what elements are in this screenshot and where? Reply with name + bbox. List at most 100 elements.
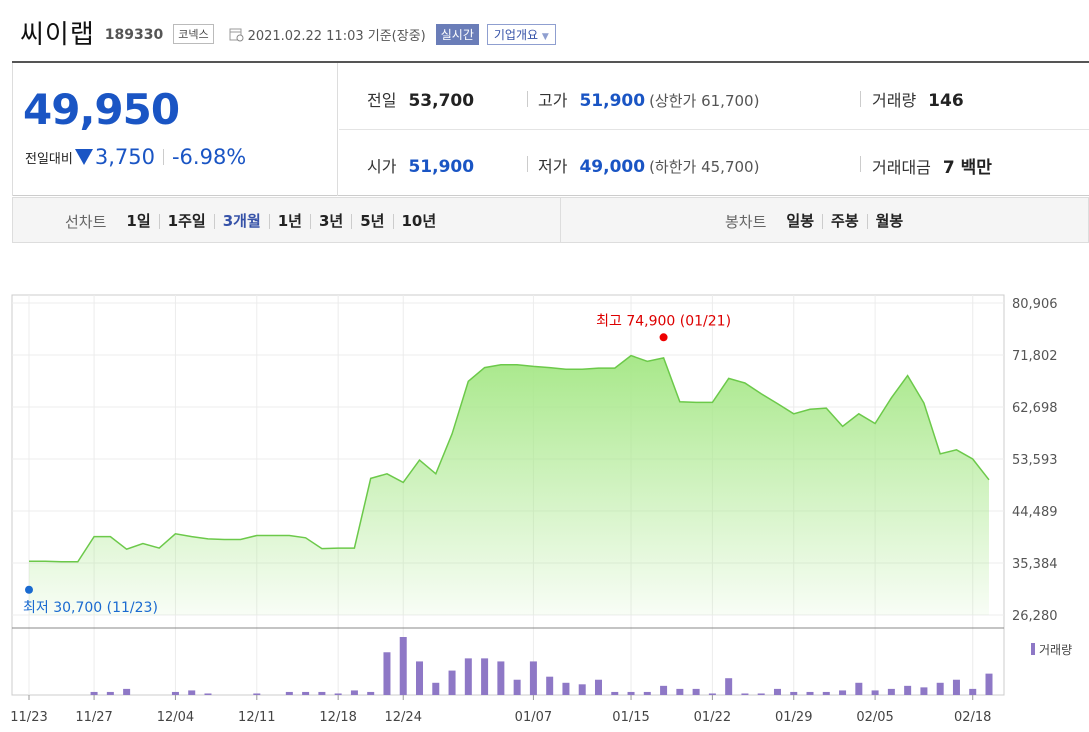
plot-frame <box>11 294 1005 696</box>
volume-bar <box>432 682 440 695</box>
tab-1day[interactable]: 1일 <box>126 212 151 230</box>
volume-bar <box>676 688 684 695</box>
price-area <box>29 355 989 615</box>
tab-1week[interactable]: 1주일 <box>158 214 214 229</box>
tab-5year[interactable]: 5년 <box>351 214 392 229</box>
chart-period-tabs: 선차트 1일 1주일 3개월 1년 3년 5년 10년 봉차트 일봉 주봉 월봉 <box>12 197 1089 243</box>
calendar-icon <box>229 28 244 42</box>
volume-bar <box>285 691 293 695</box>
x-tick-label: 11/27 <box>75 710 112 725</box>
stock-name: 씨이랩 <box>20 19 95 50</box>
y-tick-label: 62,698 <box>1012 401 1058 416</box>
volume-bar <box>90 691 98 695</box>
high-price: 고가 51,900 (상한가 61,700) <box>538 91 760 111</box>
volume-bar <box>123 688 131 695</box>
y-tick-label: 80,906 <box>1012 297 1058 312</box>
stock-code: 189330 <box>104 27 164 43</box>
volume-bar <box>773 688 781 695</box>
y-tick-label: 35,384 <box>1012 557 1058 572</box>
volume-bar <box>302 691 310 695</box>
volume-bar <box>757 693 765 695</box>
high-marker <box>659 333 668 342</box>
volume-bar <box>806 691 814 695</box>
tab-3month[interactable]: 3개월 <box>213 214 269 229</box>
x-tick-label: 02/18 <box>954 710 991 725</box>
quote-time: 2021.02.22 11:03 기준(장중) <box>247 28 426 44</box>
x-tick-label: 01/29 <box>775 710 812 725</box>
tab-monthly[interactable]: 월봉 <box>866 214 912 229</box>
current-price: 49,950 <box>23 85 180 134</box>
tab-daily[interactable]: 일봉 <box>786 212 815 230</box>
volume-bar <box>464 658 472 695</box>
volume-bar <box>578 684 586 695</box>
volume-bar <box>887 688 895 695</box>
change-percent: -6.98% <box>171 145 247 169</box>
x-tick-label: 01/22 <box>694 710 731 725</box>
volume-bar <box>399 637 407 695</box>
volume-bar <box>594 679 602 695</box>
y-tick-label: 26,280 <box>1012 609 1058 624</box>
price-change: 전일대비 3,750 -6.98% <box>25 145 246 169</box>
volume-bar <box>448 670 456 695</box>
volume-bar <box>416 661 424 695</box>
chevron-down-icon: ▼ <box>541 31 549 42</box>
tab-1year[interactable]: 1년 <box>268 214 310 229</box>
volume-bar <box>643 691 651 695</box>
stock-header: 씨이랩 189330 코넥스 2021.02.22 11:03 기준(장중) 실… <box>20 12 556 52</box>
x-tick-label: 11/23 <box>10 710 47 725</box>
volume-bar <box>936 682 944 695</box>
volume-bar <box>855 682 863 695</box>
volume-bar <box>692 688 700 695</box>
volume-bar <box>839 690 847 695</box>
x-tick-label: 12/24 <box>385 710 422 725</box>
volume-bar <box>171 691 179 695</box>
volume-bar <box>904 685 912 695</box>
volume-bar <box>790 691 798 695</box>
tab-3year[interactable]: 3년 <box>310 214 351 229</box>
volume-bar <box>741 693 749 695</box>
low-marker <box>25 585 33 594</box>
realtime-badge[interactable]: 실시간 <box>435 23 479 45</box>
price-chart: 80,906 71,802 62,698 53,593 44,489 35,384 26,2… <box>10 294 1072 725</box>
y-tick-label: 44,489 <box>1012 505 1058 520</box>
tab-weekly[interactable]: 주봉 <box>822 214 867 229</box>
volume-bar <box>188 690 196 695</box>
volume-bar <box>529 661 537 695</box>
volume-bar <box>546 676 554 695</box>
down-arrow-icon <box>74 149 93 165</box>
company-info-button[interactable]: 기업개요 ▼ <box>486 23 556 45</box>
prev-close: 전일 53,700 <box>367 91 475 111</box>
volume-bar <box>920 687 928 695</box>
volume-bar <box>253 693 261 695</box>
volume-bar <box>611 691 619 695</box>
change-amount: 3,750 <box>94 145 155 169</box>
volume-bar <box>204 693 212 695</box>
volume-bar <box>350 690 358 695</box>
volume-bar <box>627 691 635 695</box>
candle-chart-tabs: 봉차트 일봉 주봉 월봉 <box>725 211 911 232</box>
volume: 거래량 146 <box>872 91 964 111</box>
price-panel: 49,950 전일대비 3,750 -6.98% <box>12 63 338 196</box>
volume-bar <box>497 661 505 695</box>
volume-bar <box>383 652 391 695</box>
line-chart-tabs: 선차트 1일 1주일 3개월 1년 3년 5년 10년 <box>65 211 444 232</box>
volume-bar <box>708 693 716 695</box>
volume-bar <box>822 691 830 695</box>
price-line <box>29 354 990 563</box>
volume-bar <box>367 691 375 695</box>
volume-bar <box>513 679 521 695</box>
market-badge: 코넥스 <box>173 24 214 44</box>
high-label: 최고 74,900 (01/21) <box>596 313 731 329</box>
change-label: 전일대비 <box>25 151 73 167</box>
volume-bar <box>660 685 668 695</box>
y-tick-label: 71,802 <box>1012 349 1058 364</box>
volume-bar <box>952 679 960 695</box>
volume-bar <box>985 673 993 695</box>
volume-legend-swatch <box>1031 643 1035 655</box>
tab-10year[interactable]: 10년 <box>392 214 445 229</box>
low-label: 최저 30,700 (11/23) <box>23 600 158 616</box>
x-tick-label: 12/18 <box>319 710 356 725</box>
x-tick-label: 12/04 <box>157 710 194 725</box>
trade-amount: 거래대금 7 백만 <box>872 158 992 178</box>
volume-legend-label: 거래량 <box>1039 643 1072 657</box>
